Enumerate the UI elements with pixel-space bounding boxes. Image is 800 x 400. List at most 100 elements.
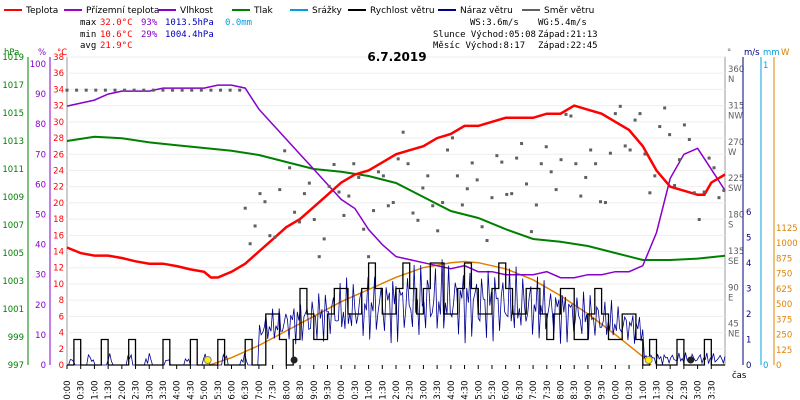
stat-moon: Měsíc Východ:8:17 xyxy=(433,41,525,51)
hpa-tick-label: 1019 xyxy=(2,53,24,63)
wind-direction-point xyxy=(431,204,435,208)
wind-direction-point xyxy=(228,88,232,92)
w-tick-label: 0 xyxy=(776,361,781,371)
x-tick-label: 04:30 xyxy=(186,381,196,400)
wind-direction-point xyxy=(687,137,691,141)
hpa-tick-label: 1003 xyxy=(2,277,24,287)
hum-tick-label: 40 xyxy=(35,241,46,251)
temp-tick-label: 2 xyxy=(59,345,64,355)
series-layer xyxy=(65,84,726,366)
wind-direction-point xyxy=(529,230,533,234)
wind-direction-point xyxy=(75,88,79,92)
wind-direction-point xyxy=(717,196,721,200)
ms-tick-label: 5 xyxy=(746,234,751,244)
wind-direction-point xyxy=(579,194,583,198)
wind-direction-point xyxy=(421,186,425,190)
wind-direction-point xyxy=(243,206,247,210)
wind-direction-point xyxy=(307,181,311,185)
w-tick-label: 625 xyxy=(776,285,792,295)
wind-direction-point xyxy=(574,162,578,166)
x-tick-label: 01:00 xyxy=(90,381,100,400)
x-tick-label: 02:00 xyxy=(118,381,128,400)
wind-direction-point xyxy=(712,166,716,170)
x-tick-label: 22:30 xyxy=(680,381,690,400)
x-tick-label: 11:30 xyxy=(378,381,388,400)
dir-tick-deg: 225 xyxy=(728,174,744,184)
wind-direction-point xyxy=(386,204,390,208)
wind-direction-point xyxy=(485,239,489,243)
legend-label: Přízemní teplota xyxy=(86,6,159,16)
wind-direction-point xyxy=(559,158,563,162)
dir-tick-code: SE xyxy=(728,257,739,267)
x-tick-label: 06:30 xyxy=(241,381,251,400)
wind-direction-point xyxy=(396,157,400,161)
x-tick-label: 21:30 xyxy=(652,381,662,400)
wind-direction-point xyxy=(648,191,652,195)
hum-axis-label: % xyxy=(38,48,46,58)
wind-direction-point xyxy=(564,112,568,116)
wind-direction-point xyxy=(623,144,627,148)
temp-tick-label: 0 xyxy=(59,361,64,371)
temp-tick-label: 24 xyxy=(53,166,64,176)
temp-axis-label: °C xyxy=(57,48,67,58)
wind-direction-point xyxy=(534,203,538,207)
axes: 00:00 00:30 01:00 01:30 02:00 02:30 03:00 03:30… xyxy=(2,53,797,400)
hum-tick-label: 30 xyxy=(35,271,46,281)
wind-direction-point xyxy=(589,148,593,152)
wind-direction-point xyxy=(142,88,146,92)
hum-tick-label: 60 xyxy=(35,180,46,190)
wind-direction-point xyxy=(608,151,612,155)
legend-label: Náraz větru xyxy=(460,6,513,16)
wind-direction-point xyxy=(465,187,469,191)
wind-direction-point xyxy=(180,88,184,92)
temp-tick-label: 30 xyxy=(53,118,64,128)
stats-block: max 32.0°C 93% 1013.5hPa 0.0mm min 10.6°… xyxy=(80,18,598,51)
w-axis-label: W xyxy=(781,48,790,58)
legend-label: Vlhkost xyxy=(180,6,213,16)
ms-tick-label: 2 xyxy=(746,310,751,320)
wind-direction-point xyxy=(510,192,514,196)
wind-direction-point xyxy=(500,160,504,164)
wind-direction-point xyxy=(411,211,415,215)
wind-direction-point xyxy=(273,235,277,239)
legend: Teplota Přízemní teplota Vlhkost Tlak Srážky… xyxy=(4,6,594,16)
ms-tick-label: 3 xyxy=(746,285,751,295)
wind-direction-point xyxy=(584,175,588,179)
wind-direction-point xyxy=(288,166,292,170)
wind-direction-point xyxy=(441,201,445,205)
wind-direction-point xyxy=(628,148,632,152)
wind-direction-point xyxy=(381,174,385,178)
temp-tick-label: 10 xyxy=(53,280,64,290)
wind-direction-point xyxy=(367,255,371,259)
w-tick-label: 250 xyxy=(776,331,792,341)
temp-tick-label: 16 xyxy=(53,231,64,241)
stat-max-hum: 93% xyxy=(141,18,158,28)
hum-tick-label: 0 xyxy=(41,361,46,371)
wind-direction-point xyxy=(362,227,366,231)
temp-tick-label: 26 xyxy=(53,150,64,160)
x-tick-label: 00:30 xyxy=(77,381,87,400)
temp-tick-label: 4 xyxy=(59,329,64,339)
wind-direction-point xyxy=(342,213,346,217)
w-tick-label: 875 xyxy=(776,254,792,264)
temp-tick-label: 32 xyxy=(53,102,64,112)
hpa-axis-label: hPa xyxy=(4,48,19,58)
wind-direction-point xyxy=(190,88,194,92)
temp-tick-label: 36 xyxy=(53,69,64,79)
x-tick-label: 07:00 xyxy=(255,381,265,400)
wind-direction-point xyxy=(505,192,509,196)
temp-tick-label: 28 xyxy=(53,134,64,144)
x-tick-label: 10:00 xyxy=(337,381,347,400)
x-tick-label: 07:30 xyxy=(269,381,279,400)
dir-tick-code: N xyxy=(728,75,734,85)
wind-direction-point xyxy=(603,201,607,205)
wind-direction-point xyxy=(238,88,242,92)
stat-avg-prefix: avg xyxy=(80,41,96,51)
x-tick-label: 08:00 xyxy=(282,381,292,400)
ms-tick-label: 1 xyxy=(746,336,751,346)
dir-tick-code: W xyxy=(728,148,737,158)
chart-title: 6.7.2019 xyxy=(367,50,426,64)
wind-direction-point xyxy=(549,170,553,174)
dir-tick-deg: 270 xyxy=(728,138,744,148)
